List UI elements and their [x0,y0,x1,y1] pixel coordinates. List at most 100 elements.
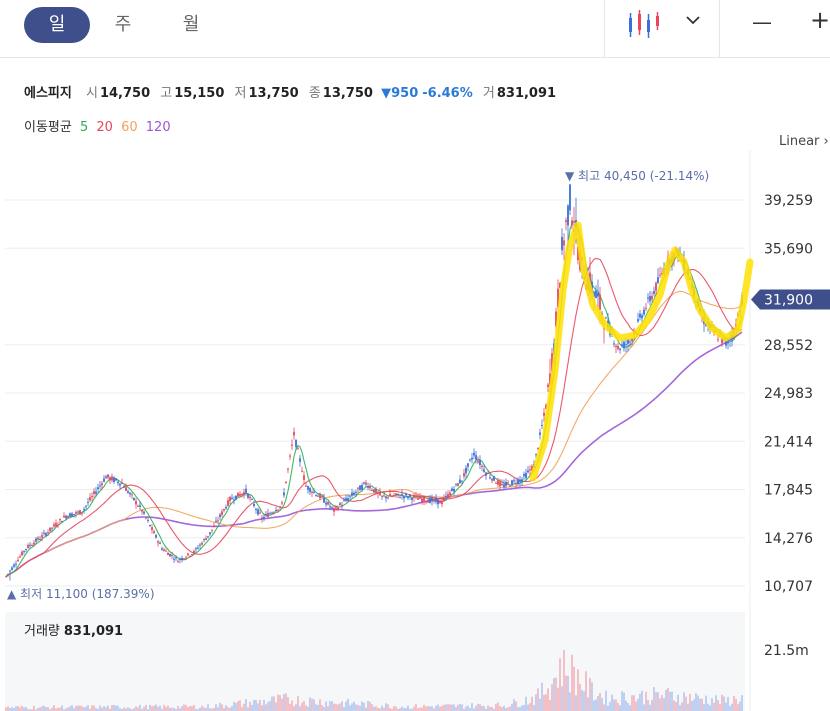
candle-body [255,508,257,510]
candle-body [401,494,403,496]
volume-bar [505,708,507,711]
volume-bar [577,669,579,711]
volume-bar [25,707,27,711]
candle-body [655,282,657,291]
volume-bar [191,706,193,711]
tab-weekly[interactable]: 주 [114,14,132,35]
zoom-out-button[interactable]: — [752,10,772,34]
volume-bar [181,706,183,711]
volume-bar [503,705,505,711]
candle-body [499,481,501,487]
volume-bar [185,705,187,711]
candle-body [187,553,189,556]
candle-body [377,492,379,494]
scale-mode-label: Linear [779,134,820,149]
tab-monthly[interactable]: 월 [182,14,200,35]
candlestick-icon[interactable] [626,8,666,44]
zoom-in-button[interactable]: + [810,6,830,34]
open-value: 14,750 [99,86,151,101]
candle-body [721,337,723,344]
candle-body [535,453,537,455]
ma5-label[interactable]: 5 [79,120,89,135]
stock-summary: 에스피지 시 14,750 고 15,150 저 13,750 종 13,750 ▼95… [24,82,556,101]
volume-bar [221,704,223,711]
candle-body [235,495,237,500]
candle-body [559,282,561,288]
volume-bar [127,707,129,711]
candle-body [27,544,29,548]
candle-body [131,494,133,496]
candle-body [143,511,145,514]
candle-body [393,495,395,497]
volume-bar [29,709,31,711]
candle-body [339,503,341,505]
ma60-label[interactable]: 60 [121,120,138,135]
volume-bar [515,701,517,711]
volume-bar [23,707,25,711]
candle-body [83,509,85,511]
candle-body [381,495,383,497]
volume-bar [625,700,627,711]
candle-body [411,498,413,501]
ma20-label[interactable]: 20 [96,120,113,135]
volume-bar [433,708,435,711]
volume-bar [271,696,273,711]
candle-body [353,492,355,495]
candle-body [725,341,727,346]
volume-bar [381,705,383,711]
volume-bar [483,705,485,711]
candle-body [577,246,579,261]
volume-bar [177,705,179,711]
volume-bar [607,705,609,711]
candle-body [727,338,729,344]
candle-body [531,466,533,471]
volume-bar [445,704,447,711]
candle-body [639,313,641,318]
volume-bar [287,697,289,711]
candle-body [403,496,405,499]
candle-body [341,504,343,506]
volume-bar [443,704,445,711]
candle-body [157,541,159,543]
candle-body [309,488,311,493]
volume-bar [305,705,307,711]
candle-body [81,512,83,514]
candle-body [637,319,639,322]
candle-body [597,292,599,297]
volume-bar [91,705,93,711]
volume-bar [713,702,715,711]
volume-bar [391,708,393,711]
volume-bar [617,702,619,711]
volume-bar [321,704,323,711]
candle-body [315,494,317,496]
volume-bar [347,698,349,711]
candle-body [355,491,357,493]
volume-bar [245,699,247,711]
candle-body [293,431,295,436]
candle-body [425,501,427,503]
volume-bar [517,706,519,711]
candle-body [569,184,571,211]
candle-body [275,509,277,512]
volume-bar [725,702,727,711]
candle-body [251,498,253,500]
candle-body [659,274,661,276]
candle-body [513,480,515,482]
candle-body [441,500,443,505]
candle-body [389,493,391,497]
candle-body [165,550,167,552]
volume-bar [541,682,543,711]
candle-body [333,508,335,512]
scale-mode-dropdown[interactable]: Linear › [779,134,829,149]
candle-body [147,520,149,522]
candle-body [121,483,123,485]
tab-daily[interactable]: 일 [24,7,90,43]
volume-bar [235,703,237,711]
volume-bar [613,699,615,711]
volume-bar [603,704,605,711]
chevron-down-icon[interactable] [686,15,700,25]
candle-body [53,524,55,527]
volume-bar [115,705,117,711]
ma120-label[interactable]: 120 [145,120,171,135]
